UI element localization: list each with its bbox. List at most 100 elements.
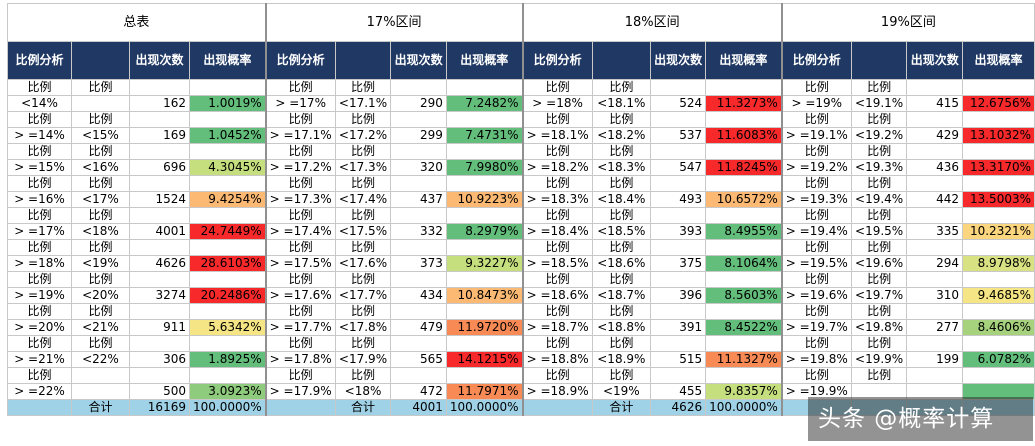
label-cell[interactable] <box>906 175 964 192</box>
count-cell[interactable]: 391 <box>650 319 707 336</box>
total-probability[interactable]: 100.0000% <box>445 399 524 416</box>
label-cell[interactable] <box>962 111 1035 128</box>
label-cell[interactable] <box>71 367 130 384</box>
label-cell[interactable]: 比例 <box>850 335 908 352</box>
count-cell[interactable]: 375 <box>650 255 707 272</box>
label-cell[interactable] <box>906 207 964 224</box>
label-cell[interactable] <box>962 79 1035 96</box>
label-cell[interactable]: 比例 <box>334 271 392 288</box>
range-high-cell[interactable]: <18.5% <box>591 223 652 240</box>
probability-cell[interactable]: 11.9720% <box>445 319 524 336</box>
range-high-cell[interactable]: <15% <box>71 127 130 144</box>
probability-cell[interactable]: 8.2979% <box>445 223 524 240</box>
label-cell[interactable]: 比例 <box>71 207 130 224</box>
label-cell[interactable]: 比例 <box>850 143 908 160</box>
probability-cell[interactable]: 9.3227% <box>445 255 524 272</box>
probability-cell[interactable]: 6.0782% <box>962 351 1035 368</box>
label-cell[interactable]: 比例 <box>780 175 852 192</box>
probability-cell[interactable]: 10.6572% <box>705 191 783 208</box>
label-cell[interactable] <box>962 271 1035 288</box>
range-high-cell[interactable]: <17.8% <box>334 319 392 336</box>
count-cell[interactable]: 911 <box>128 319 190 336</box>
count-cell[interactable]: 306 <box>128 351 190 368</box>
label-cell[interactable] <box>445 239 524 256</box>
count-cell[interactable]: 320 <box>390 159 447 176</box>
label-cell[interactable] <box>390 367 447 384</box>
probability-cell[interactable]: 11.3273% <box>705 95 783 112</box>
range-low-cell[interactable]: > =18% <box>521 95 593 112</box>
label-cell[interactable] <box>962 303 1035 320</box>
count-cell[interactable]: 1524 <box>128 191 190 208</box>
range-high-cell[interactable]: <19.3% <box>850 159 908 176</box>
range-low-cell[interactable]: > =19.2% <box>780 159 852 176</box>
label-cell[interactable]: 比例 <box>850 367 908 384</box>
label-cell[interactable]: 比例 <box>264 111 336 128</box>
range-high-cell[interactable]: <18.3% <box>591 159 652 176</box>
probability-cell[interactable]: 13.3170% <box>962 159 1035 176</box>
label-cell[interactable] <box>705 111 783 128</box>
label-cell[interactable] <box>705 335 783 352</box>
range-low-cell[interactable]: > =17% <box>7 223 72 240</box>
range-high-cell[interactable]: <19% <box>591 383 652 400</box>
count-cell[interactable]: 373 <box>390 255 447 272</box>
label-cell[interactable] <box>128 143 190 160</box>
label-cell[interactable] <box>650 335 707 352</box>
count-cell[interactable]: 396 <box>650 287 707 304</box>
probability-cell[interactable]: 10.9223% <box>445 191 524 208</box>
count-cell[interactable]: 429 <box>906 127 964 144</box>
range-low-cell[interactable]: > =18.3% <box>521 191 593 208</box>
label-cell[interactable]: 比例 <box>264 175 336 192</box>
label-cell[interactable] <box>906 79 964 96</box>
range-low-cell[interactable]: > =18.4% <box>521 223 593 240</box>
range-high-cell[interactable]: <18% <box>334 383 392 400</box>
probability-cell[interactable]: 1.0019% <box>188 95 267 112</box>
label-cell[interactable]: 比例 <box>780 79 852 96</box>
probability-cell[interactable]: 14.1215% <box>445 351 524 368</box>
label-cell[interactable]: 比例 <box>780 271 852 288</box>
range-low-cell[interactable]: > =17.3% <box>264 191 336 208</box>
range-high-cell[interactable]: <17.9% <box>334 351 392 368</box>
label-cell[interactable] <box>188 239 267 256</box>
label-cell[interactable] <box>128 207 190 224</box>
label-cell[interactable]: 比例 <box>521 143 593 160</box>
count-cell[interactable]: 335 <box>906 223 964 240</box>
label-cell[interactable]: 比例 <box>7 79 72 96</box>
range-low-cell[interactable]: > =14% <box>7 127 72 144</box>
label-cell[interactable] <box>128 303 190 320</box>
label-cell[interactable]: 比例 <box>334 303 392 320</box>
label-cell[interactable] <box>650 303 707 320</box>
count-cell[interactable]: 415 <box>906 95 964 112</box>
range-high-cell[interactable]: <21% <box>71 319 130 336</box>
label-cell[interactable]: 比例 <box>334 239 392 256</box>
probability-cell[interactable]: 8.4955% <box>705 223 783 240</box>
label-cell[interactable] <box>705 367 783 384</box>
label-cell[interactable]: 比例 <box>264 367 336 384</box>
probability-cell[interactable]: 9.4254% <box>188 191 267 208</box>
range-low-cell[interactable]: > =17.5% <box>264 255 336 272</box>
label-cell[interactable]: 比例 <box>521 367 593 384</box>
range-high-cell[interactable]: <17.3% <box>334 159 392 176</box>
label-cell[interactable] <box>962 143 1035 160</box>
probability-cell[interactable]: 7.2482% <box>445 95 524 112</box>
count-cell[interactable]: 696 <box>128 159 190 176</box>
range-high-cell[interactable]: <19.9% <box>850 351 908 368</box>
probability-cell[interactable]: 11.7971% <box>445 383 524 400</box>
range-high-cell[interactable]: <17.2% <box>334 127 392 144</box>
total-count[interactable]: 4001 <box>390 399 447 416</box>
label-cell[interactable] <box>390 79 447 96</box>
total-blank[interactable] <box>521 399 593 416</box>
label-cell[interactable] <box>390 207 447 224</box>
label-cell[interactable]: 比例 <box>71 175 130 192</box>
probability-cell[interactable]: 28.6103% <box>188 255 267 272</box>
total-blank[interactable] <box>264 399 336 416</box>
probability-cell[interactable]: 1.8925% <box>188 351 267 368</box>
label-cell[interactable]: 比例 <box>334 175 392 192</box>
count-cell[interactable]: 434 <box>390 287 447 304</box>
range-low-cell[interactable]: > =17.2% <box>264 159 336 176</box>
label-cell[interactable]: 比例 <box>7 111 72 128</box>
range-low-cell[interactable]: > =19.8% <box>780 351 852 368</box>
label-cell[interactable] <box>445 303 524 320</box>
range-low-cell[interactable]: > =19% <box>7 287 72 304</box>
probability-cell[interactable]: 8.4606% <box>962 319 1035 336</box>
label-cell[interactable]: 比例 <box>850 303 908 320</box>
